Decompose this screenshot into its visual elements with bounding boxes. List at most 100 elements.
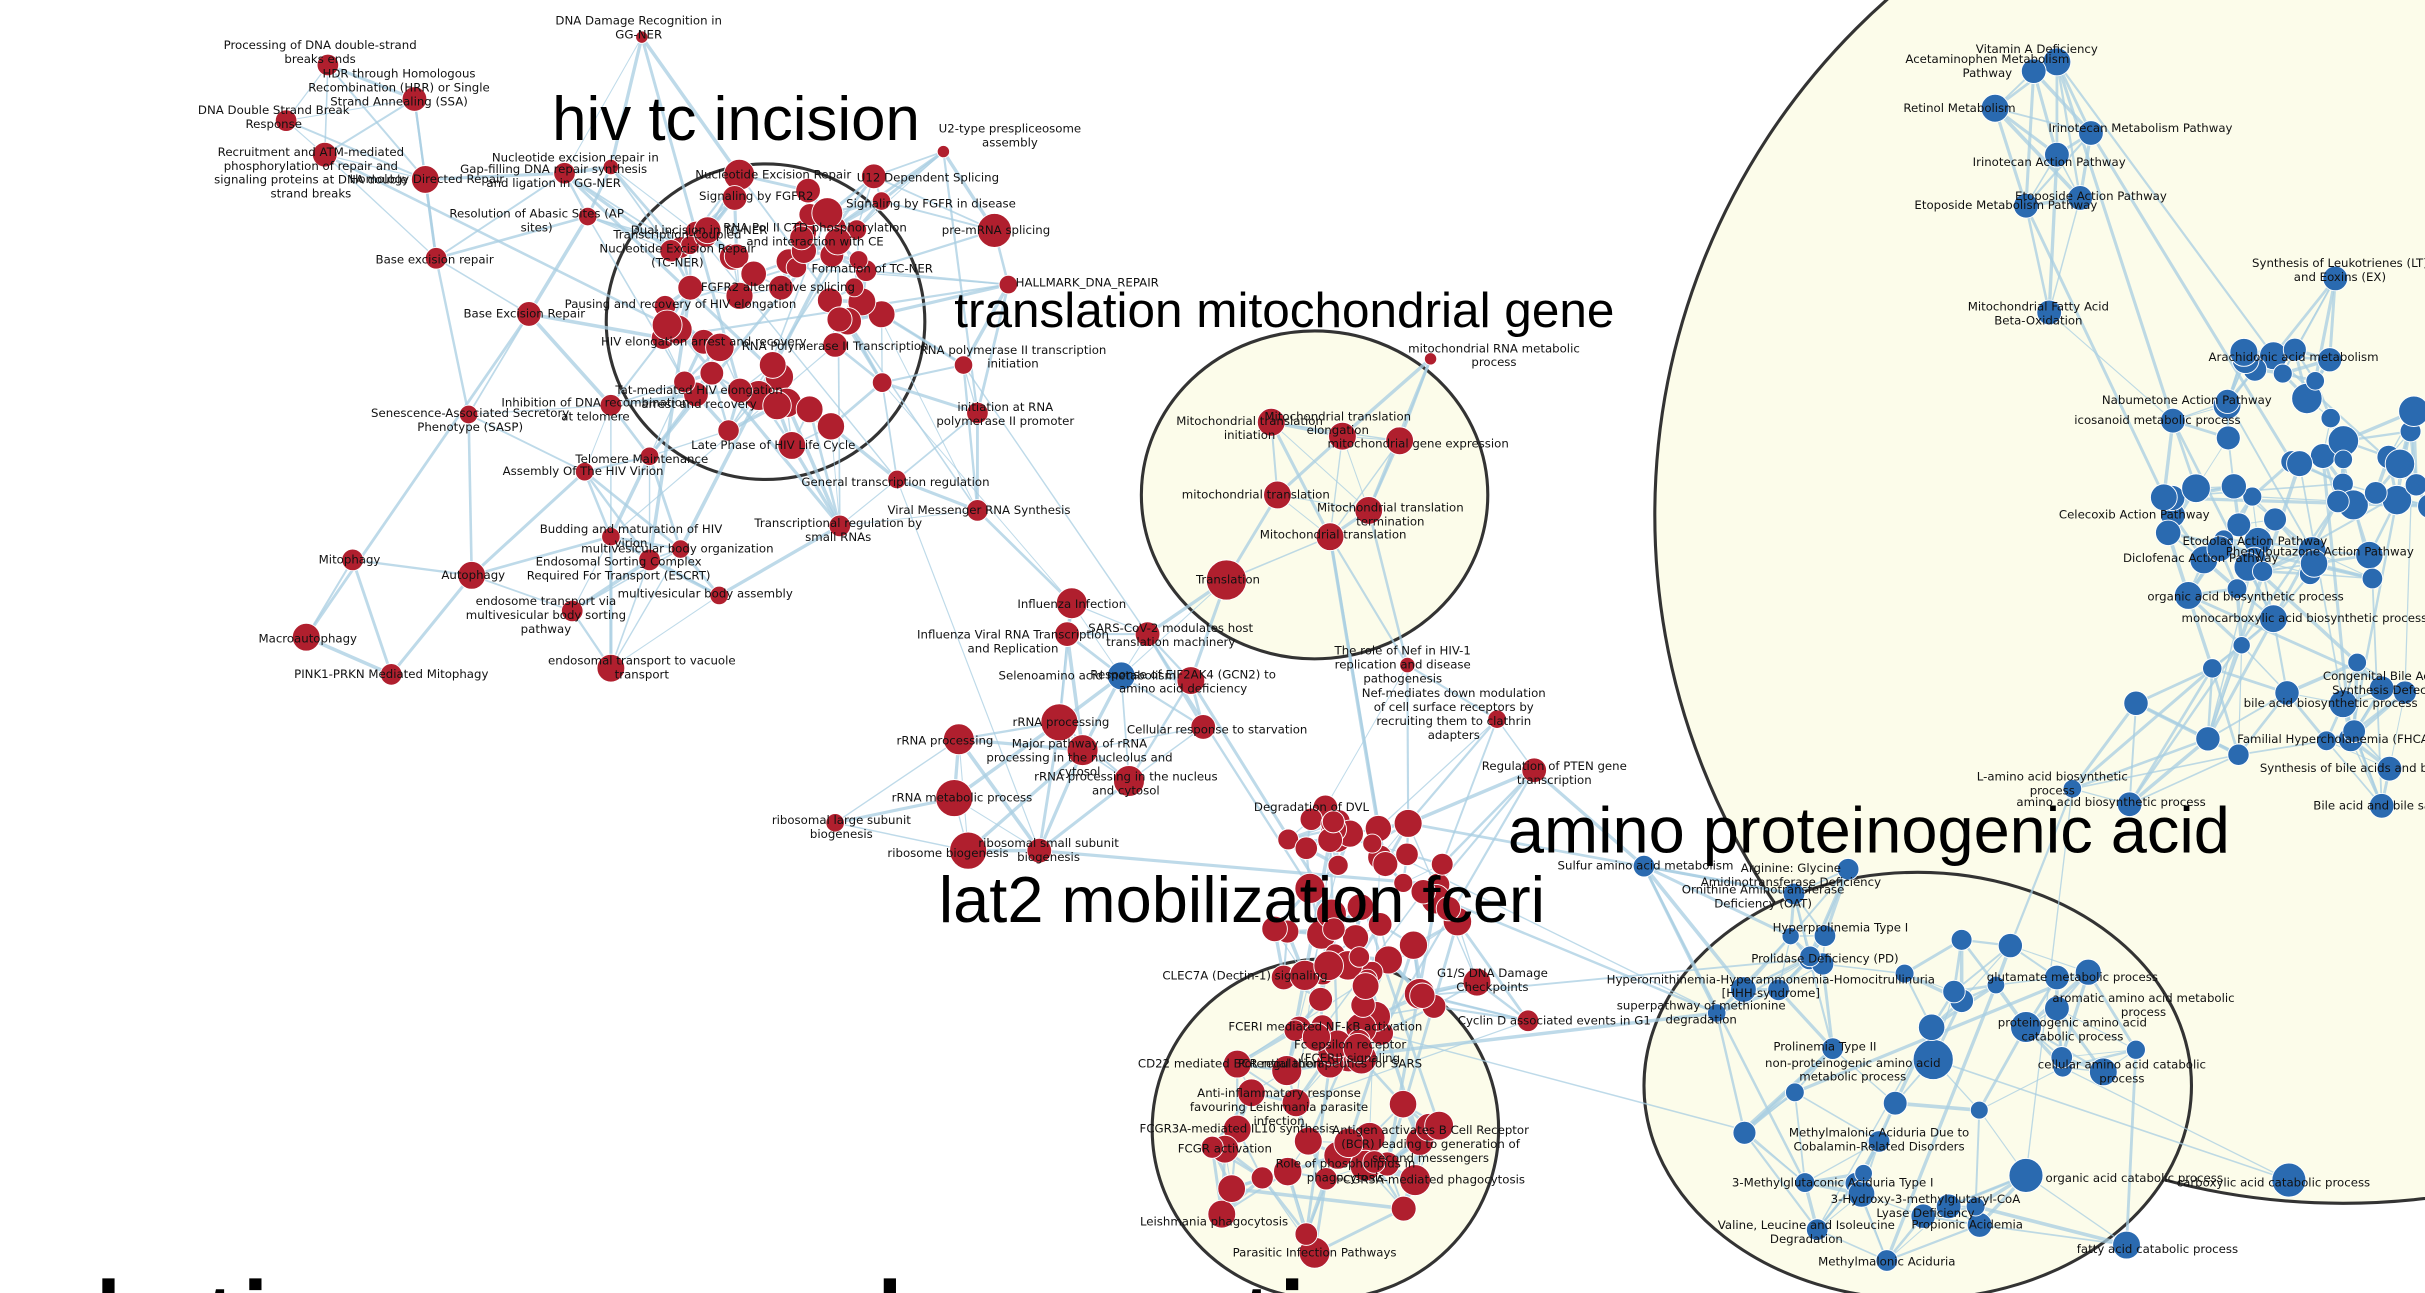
node bbox=[822, 332, 848, 358]
node bbox=[1395, 842, 1419, 867]
node-label: FCGR activation bbox=[1178, 1142, 1272, 1156]
node bbox=[639, 446, 660, 467]
node bbox=[823, 227, 852, 256]
node bbox=[341, 548, 364, 572]
node-label: Viral Messenger RNA Synthesis bbox=[887, 503, 1070, 517]
node bbox=[1294, 1222, 1319, 1246]
node-label: non-proteinogenic amino acid bbox=[1765, 1056, 1941, 1070]
node-label: and interaction with CE bbox=[746, 235, 883, 249]
edge bbox=[1261, 1177, 1308, 1235]
node-label: Retinol Metabolism bbox=[1903, 101, 2015, 115]
edge bbox=[808, 408, 842, 527]
edge bbox=[1406, 664, 1498, 721]
node-label: Pathway bbox=[1963, 66, 2013, 80]
node bbox=[638, 548, 661, 572]
node-label: Transcriptional regulation by bbox=[753, 516, 922, 530]
node bbox=[2274, 680, 2300, 706]
node-label: FGFR2 alternative splicing bbox=[701, 280, 855, 294]
node-label: amino acid deficiency bbox=[1119, 682, 1247, 696]
edge bbox=[976, 284, 1010, 414]
node-label: mitochondrial translation bbox=[1182, 487, 1330, 501]
edge bbox=[609, 166, 682, 249]
node-label: Arachidonic acid metabolism bbox=[2208, 350, 2378, 364]
node bbox=[2326, 489, 2350, 514]
edge bbox=[834, 822, 969, 852]
edge bbox=[1341, 357, 1432, 438]
node-label: G1/S DNA Damage bbox=[1437, 966, 1548, 980]
node-label: Deficiency (OAT) bbox=[1714, 897, 1812, 911]
node-label: Potential therapeutics for SARS bbox=[1238, 1057, 1422, 1071]
node-label: organic acid biosynthetic process bbox=[2147, 590, 2343, 604]
node bbox=[1113, 765, 1145, 797]
node-label: adapters bbox=[1428, 728, 1480, 742]
edge bbox=[640, 36, 742, 391]
node bbox=[2322, 265, 2349, 292]
edge bbox=[2128, 667, 2214, 805]
edge bbox=[830, 426, 841, 526]
edge bbox=[790, 444, 842, 527]
edge bbox=[2226, 400, 2313, 552]
node bbox=[1910, 1203, 1936, 1229]
edge bbox=[583, 471, 613, 538]
node-label: Budding and maturation of HIV bbox=[540, 522, 723, 536]
edge bbox=[609, 36, 644, 168]
nodes bbox=[274, 30, 2425, 1272]
node-label: endosome transport via bbox=[476, 594, 616, 608]
node-label: FCERI mediated NF-kB activation bbox=[1228, 1019, 1422, 1033]
node-label: rRNA processing bbox=[1012, 715, 1109, 729]
edge bbox=[796, 266, 1009, 286]
node-label: second messengers bbox=[1372, 1151, 1489, 1165]
edge bbox=[2024, 205, 2051, 313]
edge bbox=[2238, 739, 2327, 756]
edge bbox=[873, 175, 995, 232]
node bbox=[2252, 560, 2274, 582]
node-label: superpathway of methionine bbox=[1617, 999, 1786, 1013]
node-label: Irinotecan Metabolism Pathway bbox=[2048, 121, 2232, 135]
node bbox=[1217, 1174, 1246, 1203]
edge bbox=[847, 320, 979, 511]
edge bbox=[1994, 107, 2092, 134]
node-label: (TC-NER) bbox=[651, 255, 703, 269]
node-label: HIV elongation arrest and recovery bbox=[601, 334, 806, 348]
node-label: Synthesis Defect bbox=[2332, 683, 2425, 697]
node bbox=[311, 141, 338, 168]
node-label: Signaling by FGFR in disease bbox=[846, 197, 1016, 211]
node-label: Recruitment and ATM-mediated bbox=[218, 145, 404, 159]
edge bbox=[2009, 788, 2074, 947]
node bbox=[2042, 47, 2072, 77]
node bbox=[1516, 1009, 1540, 1033]
node bbox=[2282, 337, 2307, 362]
node-label: pathway bbox=[521, 622, 572, 636]
node bbox=[1388, 1089, 1418, 1119]
node-label: The role of Nef in HIV-1 bbox=[1334, 644, 1471, 658]
node-label: Congenital Bile Acid bbox=[2323, 669, 2425, 683]
edge bbox=[1369, 857, 1381, 1138]
node bbox=[274, 109, 298, 132]
node bbox=[1986, 975, 2006, 995]
edge bbox=[1816, 1228, 1888, 1262]
node bbox=[693, 216, 722, 245]
node bbox=[1424, 1110, 1455, 1141]
node bbox=[2259, 604, 2288, 634]
edge bbox=[1324, 664, 1408, 808]
node bbox=[1333, 1127, 1364, 1159]
node-label: Late Phase of HIV Life Cycle bbox=[691, 438, 855, 452]
node-label: translation machinery bbox=[1106, 635, 1235, 649]
node bbox=[1409, 982, 1436, 1009]
edge bbox=[564, 36, 643, 174]
node bbox=[966, 401, 989, 425]
edge bbox=[305, 313, 531, 639]
node-label: Major pathway of rRNA bbox=[1012, 736, 1147, 750]
node bbox=[1997, 932, 2023, 959]
node bbox=[1430, 852, 1454, 876]
edge bbox=[352, 558, 472, 577]
edge bbox=[836, 241, 841, 526]
edge bbox=[1886, 1205, 1950, 1261]
node-label: Hyperprolinemia Type I bbox=[1773, 920, 1909, 934]
edge bbox=[2237, 692, 2289, 756]
node bbox=[846, 219, 868, 241]
node bbox=[1805, 1218, 1829, 1241]
node-label: Nucleotide Excision Repair bbox=[695, 167, 851, 181]
edge bbox=[953, 720, 1061, 800]
node bbox=[1271, 1055, 1303, 1087]
